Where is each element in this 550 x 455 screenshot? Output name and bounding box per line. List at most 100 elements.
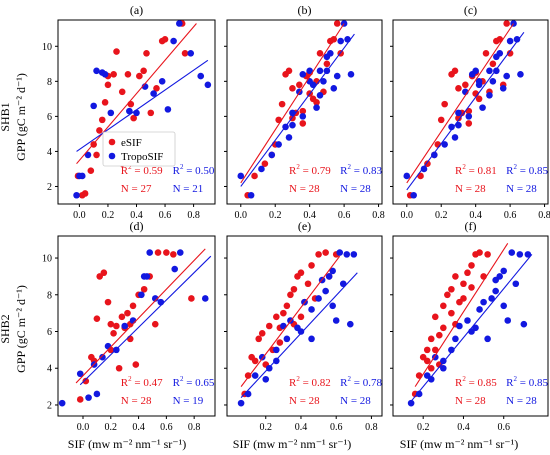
n-label-esif-b: N = 28 [289,183,320,195]
point-troposif-b [333,72,341,80]
point-esif-e [258,330,266,337]
point-troposif-f [480,298,487,306]
point-troposif-f [524,251,532,258]
x-tick-label-f: 0.2 [417,422,430,433]
point-troposif-d [104,342,112,350]
point-troposif-f [415,390,423,398]
x-tick-label-e: 0.2 [260,422,273,433]
point-troposif-a [187,49,195,57]
point-esif-e [265,322,273,330]
point-troposif-e [336,249,344,256]
point-troposif-e [251,372,259,379]
point-esif-e [297,313,305,321]
point-esif-b [323,60,331,68]
point-esif-a [140,67,147,75]
point-esif-f [427,335,435,343]
point-esif-b [285,67,293,75]
x-tick-label-c: 0.8 [538,210,550,221]
n-label-troposif-f: N = 28 [506,395,537,407]
point-troposif-f [512,280,520,288]
n-label-troposif-e: N = 28 [340,395,371,407]
point-troposif-e [322,287,329,295]
point-esif-b [251,172,258,180]
point-esif-d [100,269,108,277]
y-tick-label-a: 4 [47,147,52,158]
point-esif-c [451,67,459,75]
panel-title-c: (c) [464,3,477,17]
y-tick-label-d: 4 [47,364,52,375]
y-tick-label-a: 2 [47,182,52,193]
point-troposif-c [448,123,455,131]
row-label-shb1: SHB1 [0,102,12,131]
point-esif-d [132,361,140,368]
legend-label-troposif: TropoSIF [121,151,163,163]
point-esif-f [460,280,467,288]
point-esif-d [163,249,170,256]
fit-line-troposif-d [79,255,212,386]
y-tick-label-d: 8 [47,290,52,301]
plot-frame-e [226,235,383,417]
point-troposif-c [410,191,417,199]
point-troposif-b [330,85,338,92]
point-troposif-f [488,295,495,302]
fit-line-troposif-c [406,31,525,191]
x-tick-label-d: 0.6 [160,422,173,433]
point-troposif-c [499,85,507,92]
point-esif-d [118,313,126,321]
point-esif-e [276,339,284,346]
point-troposif-f [452,335,459,343]
point-troposif-d [129,317,137,324]
point-esif-c [489,60,497,68]
x-tick-label-c: 0.2 [435,210,448,221]
x-tick-label-a: 0.6 [159,210,172,221]
point-troposif-d [201,295,209,302]
legend-box [102,131,176,167]
point-esif-b [275,116,282,124]
point-troposif-b [337,37,344,45]
point-troposif-a [73,191,80,199]
point-troposif-f [508,249,516,256]
n-label-esif-d: N = 28 [121,395,152,407]
x-tick-label-d: 0.4 [132,422,145,433]
y-tick-label-a: 6 [47,112,52,123]
point-esif-e [280,309,287,317]
fit-line-troposif-e [240,272,358,399]
x-tick-label-e: 0.4 [295,422,308,433]
panel-title-d: (d) [130,219,144,233]
panel-title-b: (b) [298,3,312,17]
point-troposif-b [237,172,245,180]
point-esif-d [140,285,148,293]
point-troposif-f [504,317,512,324]
panel-b: (b) 0.0 0.2 0.4 0.6 0.8 R2 = 0.79 N = 28 R2 = 0.… [224,3,385,221]
point-esif-c [465,120,473,127]
point-esif-e [308,262,315,269]
point-esif-d [124,309,131,317]
r2-label-esif-e: R2 = 0.82 [289,375,331,389]
fit-line-esif-f [414,243,509,387]
point-esif-a [124,71,132,78]
panel-f: (f) 0.2 0.4 0.6 R2 = 0.85 N = 28 R2 = 0.85 N = … [390,219,549,433]
point-esif-a [143,49,150,57]
fit-line-troposif-a [76,59,209,152]
x-tick-label-d: 0.2 [105,422,118,433]
x-tick-label-a: 0.0 [73,210,86,221]
y-tick-label-d: 10 [42,254,52,265]
x-tick-label-c: 0.0 [401,210,414,221]
point-troposif-e [346,320,354,328]
point-troposif-b [268,151,276,159]
point-troposif-b [316,67,324,75]
r2-label-troposif-b: R2 = 0.83 [340,163,382,177]
point-esif-f [440,302,447,310]
panel-title-a: (a) [130,3,143,17]
point-troposif-b [320,78,327,85]
plot-frame-b [226,19,383,205]
panel-title-e: (e) [298,219,311,233]
fit-line-esif-a [76,23,197,165]
x-tick-label-b: 0.8 [372,210,385,221]
point-esif-d [154,249,162,256]
point-troposif-c [475,78,483,85]
point-esif-f [435,331,443,339]
point-troposif-d [58,399,66,407]
xlabel-panel-f: SIF (mw m⁻² nm⁻¹ sr⁻¹) [400,437,518,451]
point-troposif-c [496,49,504,57]
